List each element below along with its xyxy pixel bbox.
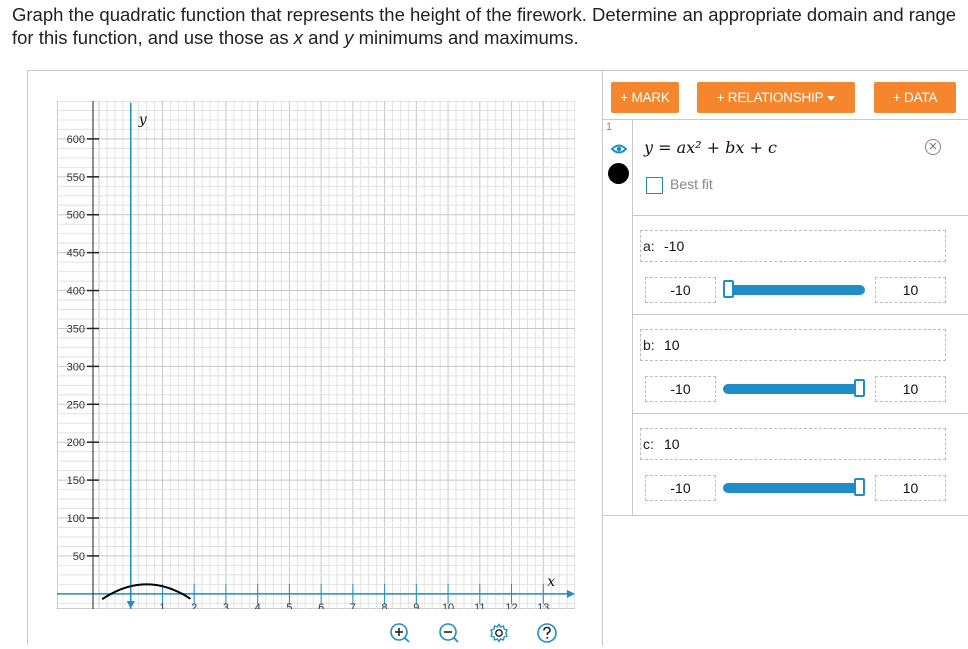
param-b-value: 10 xyxy=(664,337,680,353)
divider xyxy=(633,413,968,414)
add-data-button[interactable]: + DATA xyxy=(874,82,956,113)
add-relationship-button[interactable]: + RELATIONSHIP xyxy=(697,82,855,113)
row-gutter: 1 xyxy=(603,120,633,515)
x-tick-label: 4 xyxy=(255,602,261,609)
expression-row: 1 y = ax² + bx + c ✕ Best fit a: -10 -10… xyxy=(603,119,968,516)
divider xyxy=(633,215,968,216)
x-tick-label: 3 xyxy=(223,602,229,609)
gear-icon[interactable] xyxy=(487,622,509,644)
row-number: 1 xyxy=(606,121,613,133)
axes xyxy=(57,101,575,609)
y-tick-label: 550 xyxy=(67,172,85,184)
zoom-out-icon[interactable] xyxy=(438,622,460,644)
best-fit-label: Best fit xyxy=(670,176,713,192)
x-tick-label: 6 xyxy=(318,602,324,609)
y-tick-label: 250 xyxy=(67,399,85,411)
question-text: Graph the quadratic function that repres… xyxy=(12,3,962,49)
param-b-label: b: xyxy=(643,337,655,353)
param-b-slider[interactable] xyxy=(723,376,865,402)
best-fit-checkbox[interactable] xyxy=(646,177,663,194)
eye-icon[interactable] xyxy=(610,142,628,160)
color-swatch[interactable] xyxy=(608,163,629,184)
quadratic-curve[interactable] xyxy=(101,583,191,601)
x-tick-label: 11 xyxy=(474,602,485,609)
add-relationship-label: + RELATIONSHIP xyxy=(716,90,824,105)
slider-thumb[interactable] xyxy=(723,280,734,298)
question-part-2: and xyxy=(303,27,345,48)
param-a-slider[interactable] xyxy=(723,277,865,303)
close-icon[interactable]: ✕ xyxy=(925,139,941,155)
x-tick-label: 10 xyxy=(442,602,454,609)
chevron-down-icon xyxy=(827,95,836,101)
tick-labels: 1 2 3 4 5 6 7 8 9 10 11 12 1350100150200250300350400… xyxy=(67,112,556,609)
param-b-min[interactable]: -10 xyxy=(645,376,716,402)
param-b-max[interactable]: 10 xyxy=(875,376,946,402)
param-b-field[interactable]: b: 10 xyxy=(640,329,946,361)
param-c-min[interactable]: -10 xyxy=(645,475,716,501)
coordinate-plane[interactable]: 1 2 3 4 5 6 7 8 9 10 11 12 1350100150200250300350400… xyxy=(57,101,575,609)
question-y: y xyxy=(344,27,354,48)
param-c-slider[interactable] xyxy=(723,475,865,501)
y-tick-label: 350 xyxy=(67,323,85,335)
x-tick-label: 2 xyxy=(191,602,197,609)
param-c-max[interactable]: 10 xyxy=(875,475,946,501)
slider-track xyxy=(723,285,865,295)
graph-controls xyxy=(28,619,603,646)
slider-thumb[interactable] xyxy=(854,379,865,397)
x-axis-label: x xyxy=(547,574,555,590)
param-c-field[interactable]: c: 10 xyxy=(640,428,946,460)
x-tick-label: 13 xyxy=(537,602,549,609)
add-mark-label: + MARK xyxy=(620,90,670,105)
plot-frame xyxy=(57,101,575,609)
y-tick-label: 300 xyxy=(67,361,85,373)
param-a-label: a: xyxy=(643,238,655,254)
question-x: x xyxy=(293,27,304,48)
x-tick-label: 12 xyxy=(505,602,517,609)
divider xyxy=(633,314,968,315)
expression-panel: + MARK + RELATIONSHIP + DATA 1 y = ax² +… xyxy=(603,71,968,646)
param-a-value: -10 xyxy=(664,238,685,254)
add-data-label: + DATA xyxy=(892,90,938,105)
x-tick-label: 5 xyxy=(286,602,292,609)
y-tick-label: 100 xyxy=(67,513,85,525)
add-mark-button[interactable]: + MARK xyxy=(611,82,679,113)
y-tick-label: 500 xyxy=(67,210,85,222)
param-a-max[interactable]: 10 xyxy=(875,277,946,303)
help-icon[interactable] xyxy=(536,622,558,644)
x-tick-label: 1 xyxy=(159,602,165,609)
y-tick-label: 400 xyxy=(67,286,85,298)
graphing-app: 1 2 3 4 5 6 7 8 9 10 11 12 13 50 100 150 200 250 300 350 400… xyxy=(27,70,968,646)
param-c-value: 10 xyxy=(664,436,680,452)
zoom-in-icon[interactable] xyxy=(389,622,411,644)
x-tick-label: 9 xyxy=(413,602,419,609)
param-c-label: c: xyxy=(643,436,654,452)
x-axis-arrow xyxy=(567,589,575,598)
slider-track xyxy=(723,384,865,394)
question-part-3: minimums and maximums. xyxy=(353,27,579,48)
y-tick-label: 200 xyxy=(67,437,85,449)
param-a-field[interactable]: a: -10 xyxy=(640,230,946,262)
x-tick-label: 8 xyxy=(382,602,388,609)
y-tick-label: 150 xyxy=(67,475,85,487)
y-tick-label: 450 xyxy=(67,248,85,260)
param-a-min[interactable]: -10 xyxy=(645,277,716,303)
equation-text[interactable]: y = ax² + bx + c xyxy=(644,138,777,157)
grid-lines xyxy=(57,101,575,609)
graph-panel: 1 2 3 4 5 6 7 8 9 10 11 12 13 50 100 150 200 250 300 350 400… xyxy=(28,71,603,646)
slider-track xyxy=(723,483,865,493)
y-axis-label: y xyxy=(138,112,148,128)
x-tick-label: 7 xyxy=(350,602,356,609)
y-tick-label: 600 xyxy=(67,134,85,146)
slider-thumb[interactable] xyxy=(854,478,865,496)
y-axis-arrow xyxy=(126,601,135,609)
question-part-1: Graph the quadratic function that repres… xyxy=(12,4,957,48)
y-tick-label: 50 xyxy=(73,551,85,563)
